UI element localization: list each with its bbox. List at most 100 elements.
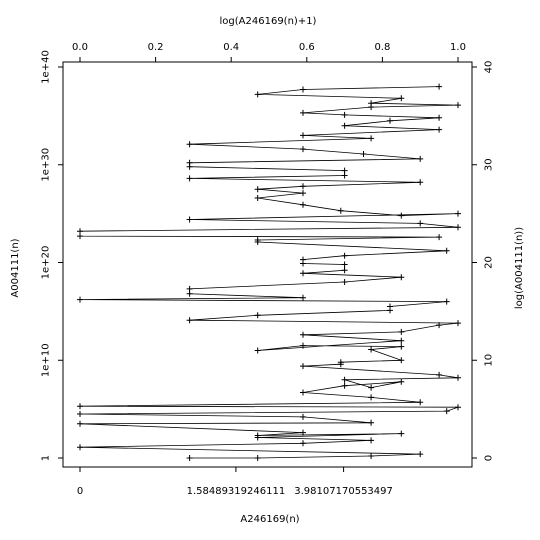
left-tick-label: 1e+40: [41, 50, 52, 84]
right-tick-label: 40: [484, 61, 495, 74]
data-point: [77, 444, 83, 451]
left-tick-label: 1: [41, 455, 52, 461]
data-point: [417, 399, 424, 406]
data-point: [300, 146, 306, 153]
data-point: [436, 371, 443, 378]
data-point: [368, 419, 375, 426]
data-point: [368, 100, 375, 107]
data-point: [186, 216, 193, 223]
ticks-layer: 0.0 0.2 0.4 0.6 0.8 1.0 0 10 20 30 40 0 1.5848931924…: [41, 42, 495, 497]
right-tick-label: 0: [484, 455, 495, 461]
data-point: [186, 141, 193, 148]
data-point: [254, 455, 261, 461]
top-tick-label: 1.0: [450, 42, 466, 53]
top-tick-label: 0.4: [223, 42, 239, 53]
data-point: [398, 337, 405, 344]
data-point: [341, 167, 348, 174]
right-tick-label: 10: [484, 354, 495, 367]
bottom-tick-label: 1.58489319246111: [187, 486, 286, 497]
data-point: [186, 317, 193, 324]
data-point: [398, 430, 405, 437]
data-point: [398, 212, 405, 219]
data-point: [341, 261, 348, 268]
data-point: [186, 159, 193, 166]
data-point: [398, 274, 405, 281]
data-point: [254, 186, 261, 193]
top-tick-label: 0.0: [72, 42, 88, 53]
data-point: [368, 394, 375, 401]
top-tick-label: 0.2: [148, 42, 164, 53]
right-tick-label: 20: [484, 256, 495, 269]
data-point: [254, 195, 261, 201]
data-point: [387, 117, 393, 124]
data-point: [186, 455, 193, 461]
data-point: [300, 331, 306, 338]
top-tick-label: 0.8: [374, 42, 390, 53]
data-point: [341, 279, 348, 285]
data-point: [443, 408, 450, 415]
bottom-tick-label: 0: [77, 486, 83, 497]
data-point: [300, 201, 306, 208]
series-layer: [77, 83, 461, 461]
data-point: [77, 228, 83, 235]
left-axis-title: A004111(n): [10, 238, 21, 297]
data-point: [368, 453, 375, 459]
data-point: [77, 403, 83, 410]
left-tick-label: 1e+20: [41, 246, 52, 280]
data-point: [341, 252, 348, 259]
bottom-axis-title: A246169(n): [240, 514, 299, 525]
data-point: [455, 210, 461, 217]
data-point: [337, 207, 344, 214]
left-tick-label: 1e+10: [41, 343, 52, 377]
data-point: [341, 267, 348, 274]
data-point: [455, 374, 461, 381]
data-point: [387, 303, 393, 310]
data-point: [300, 363, 306, 370]
data-point: [398, 343, 405, 350]
data-point: [436, 322, 443, 329]
data-point: [186, 175, 193, 182]
data-point: [455, 404, 461, 411]
data-point: [300, 270, 306, 277]
data-point: [436, 234, 443, 241]
data-point: [300, 429, 306, 436]
data-point: [254, 237, 261, 243]
data-point: [360, 151, 367, 157]
data-point: [341, 122, 348, 129]
data-point: [455, 102, 461, 109]
data-point: [300, 109, 306, 116]
data-point: [436, 83, 443, 90]
series-line: [79, 86, 459, 459]
data-point: [368, 437, 375, 444]
data-point: [368, 384, 375, 391]
right-axis-title: log(A004111(n)): [514, 227, 525, 309]
right-tick-label: 30: [484, 158, 495, 171]
data-point: [186, 285, 193, 292]
data-point: [300, 342, 306, 349]
data-point: [455, 224, 461, 231]
data-point: [300, 183, 306, 190]
data-point: [368, 135, 375, 142]
data-point: [417, 220, 424, 227]
data-point: [254, 432, 261, 439]
data-point: [398, 328, 405, 335]
data-point: [341, 376, 348, 383]
data-point: [436, 114, 443, 121]
data-point: [254, 347, 261, 354]
data-point: [436, 126, 443, 133]
data-point: [254, 312, 261, 319]
data-point: [368, 346, 375, 353]
data-point: [341, 382, 348, 389]
data-point: [300, 132, 306, 139]
data-point: [300, 86, 306, 93]
bottom-tick-label: 3.98107170553497: [294, 486, 393, 497]
data-point: [398, 95, 405, 102]
top-axis-title: log(A246169(n)+1): [220, 16, 317, 27]
data-point: [443, 247, 450, 254]
data-point: [455, 320, 461, 327]
data-point: [398, 357, 405, 364]
top-tick-label: 0.6: [299, 42, 315, 53]
data-point: [417, 451, 424, 458]
